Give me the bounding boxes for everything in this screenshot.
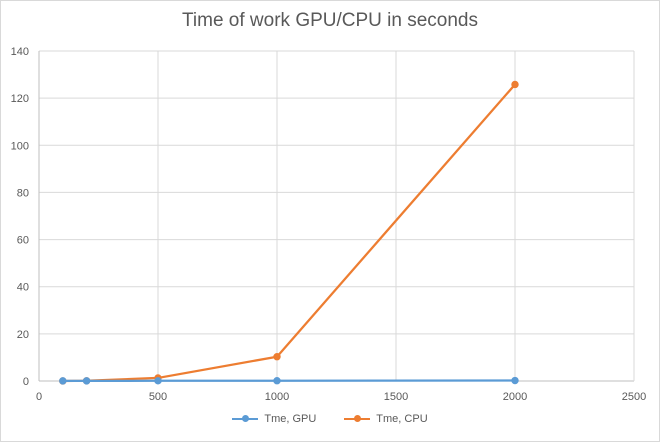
series-line-cpu bbox=[62, 83, 516, 383]
y-tick-label: 80 bbox=[17, 187, 29, 199]
legend-item-gpu: Tme, GPU bbox=[232, 413, 316, 425]
x-tick-label: 2500 bbox=[622, 391, 646, 403]
y-tick-label: 140 bbox=[11, 46, 29, 58]
x-tick-label: 1500 bbox=[384, 391, 408, 403]
legend-label-cpu: Tme, CPU bbox=[376, 413, 428, 425]
data-point-cpu bbox=[273, 353, 281, 361]
x-tick-label: 0 bbox=[36, 391, 42, 403]
legend-marker-gpu bbox=[232, 415, 259, 423]
y-tick-label: 60 bbox=[17, 235, 29, 247]
x-tick-label: 500 bbox=[149, 391, 167, 403]
y-tick-label: 0 bbox=[23, 376, 29, 388]
y-tick-label: 100 bbox=[11, 140, 29, 152]
y-tick-label: 40 bbox=[17, 282, 29, 294]
x-tick-label: 1000 bbox=[265, 391, 289, 403]
data-point-gpu bbox=[511, 376, 519, 385]
data-point-cpu bbox=[511, 80, 519, 89]
data-point-gpu bbox=[154, 377, 162, 385]
legend: Tme, GPU Tme, CPU bbox=[1, 413, 659, 425]
data-point-gpu bbox=[273, 377, 281, 385]
x-tick-label: 2000 bbox=[503, 391, 527, 403]
y-tick-label: 120 bbox=[11, 93, 29, 105]
legend-label-gpu: Tme, GPU bbox=[264, 413, 317, 425]
data-point-gpu bbox=[82, 377, 91, 385]
data-point-gpu bbox=[59, 377, 67, 385]
legend-item-cpu: Tme, CPU bbox=[344, 413, 428, 425]
y-tick-label: 20 bbox=[17, 329, 29, 341]
legend-marker-cpu bbox=[344, 415, 371, 423]
chart-title: Time of work GPU/CPU in seconds bbox=[182, 10, 478, 31]
